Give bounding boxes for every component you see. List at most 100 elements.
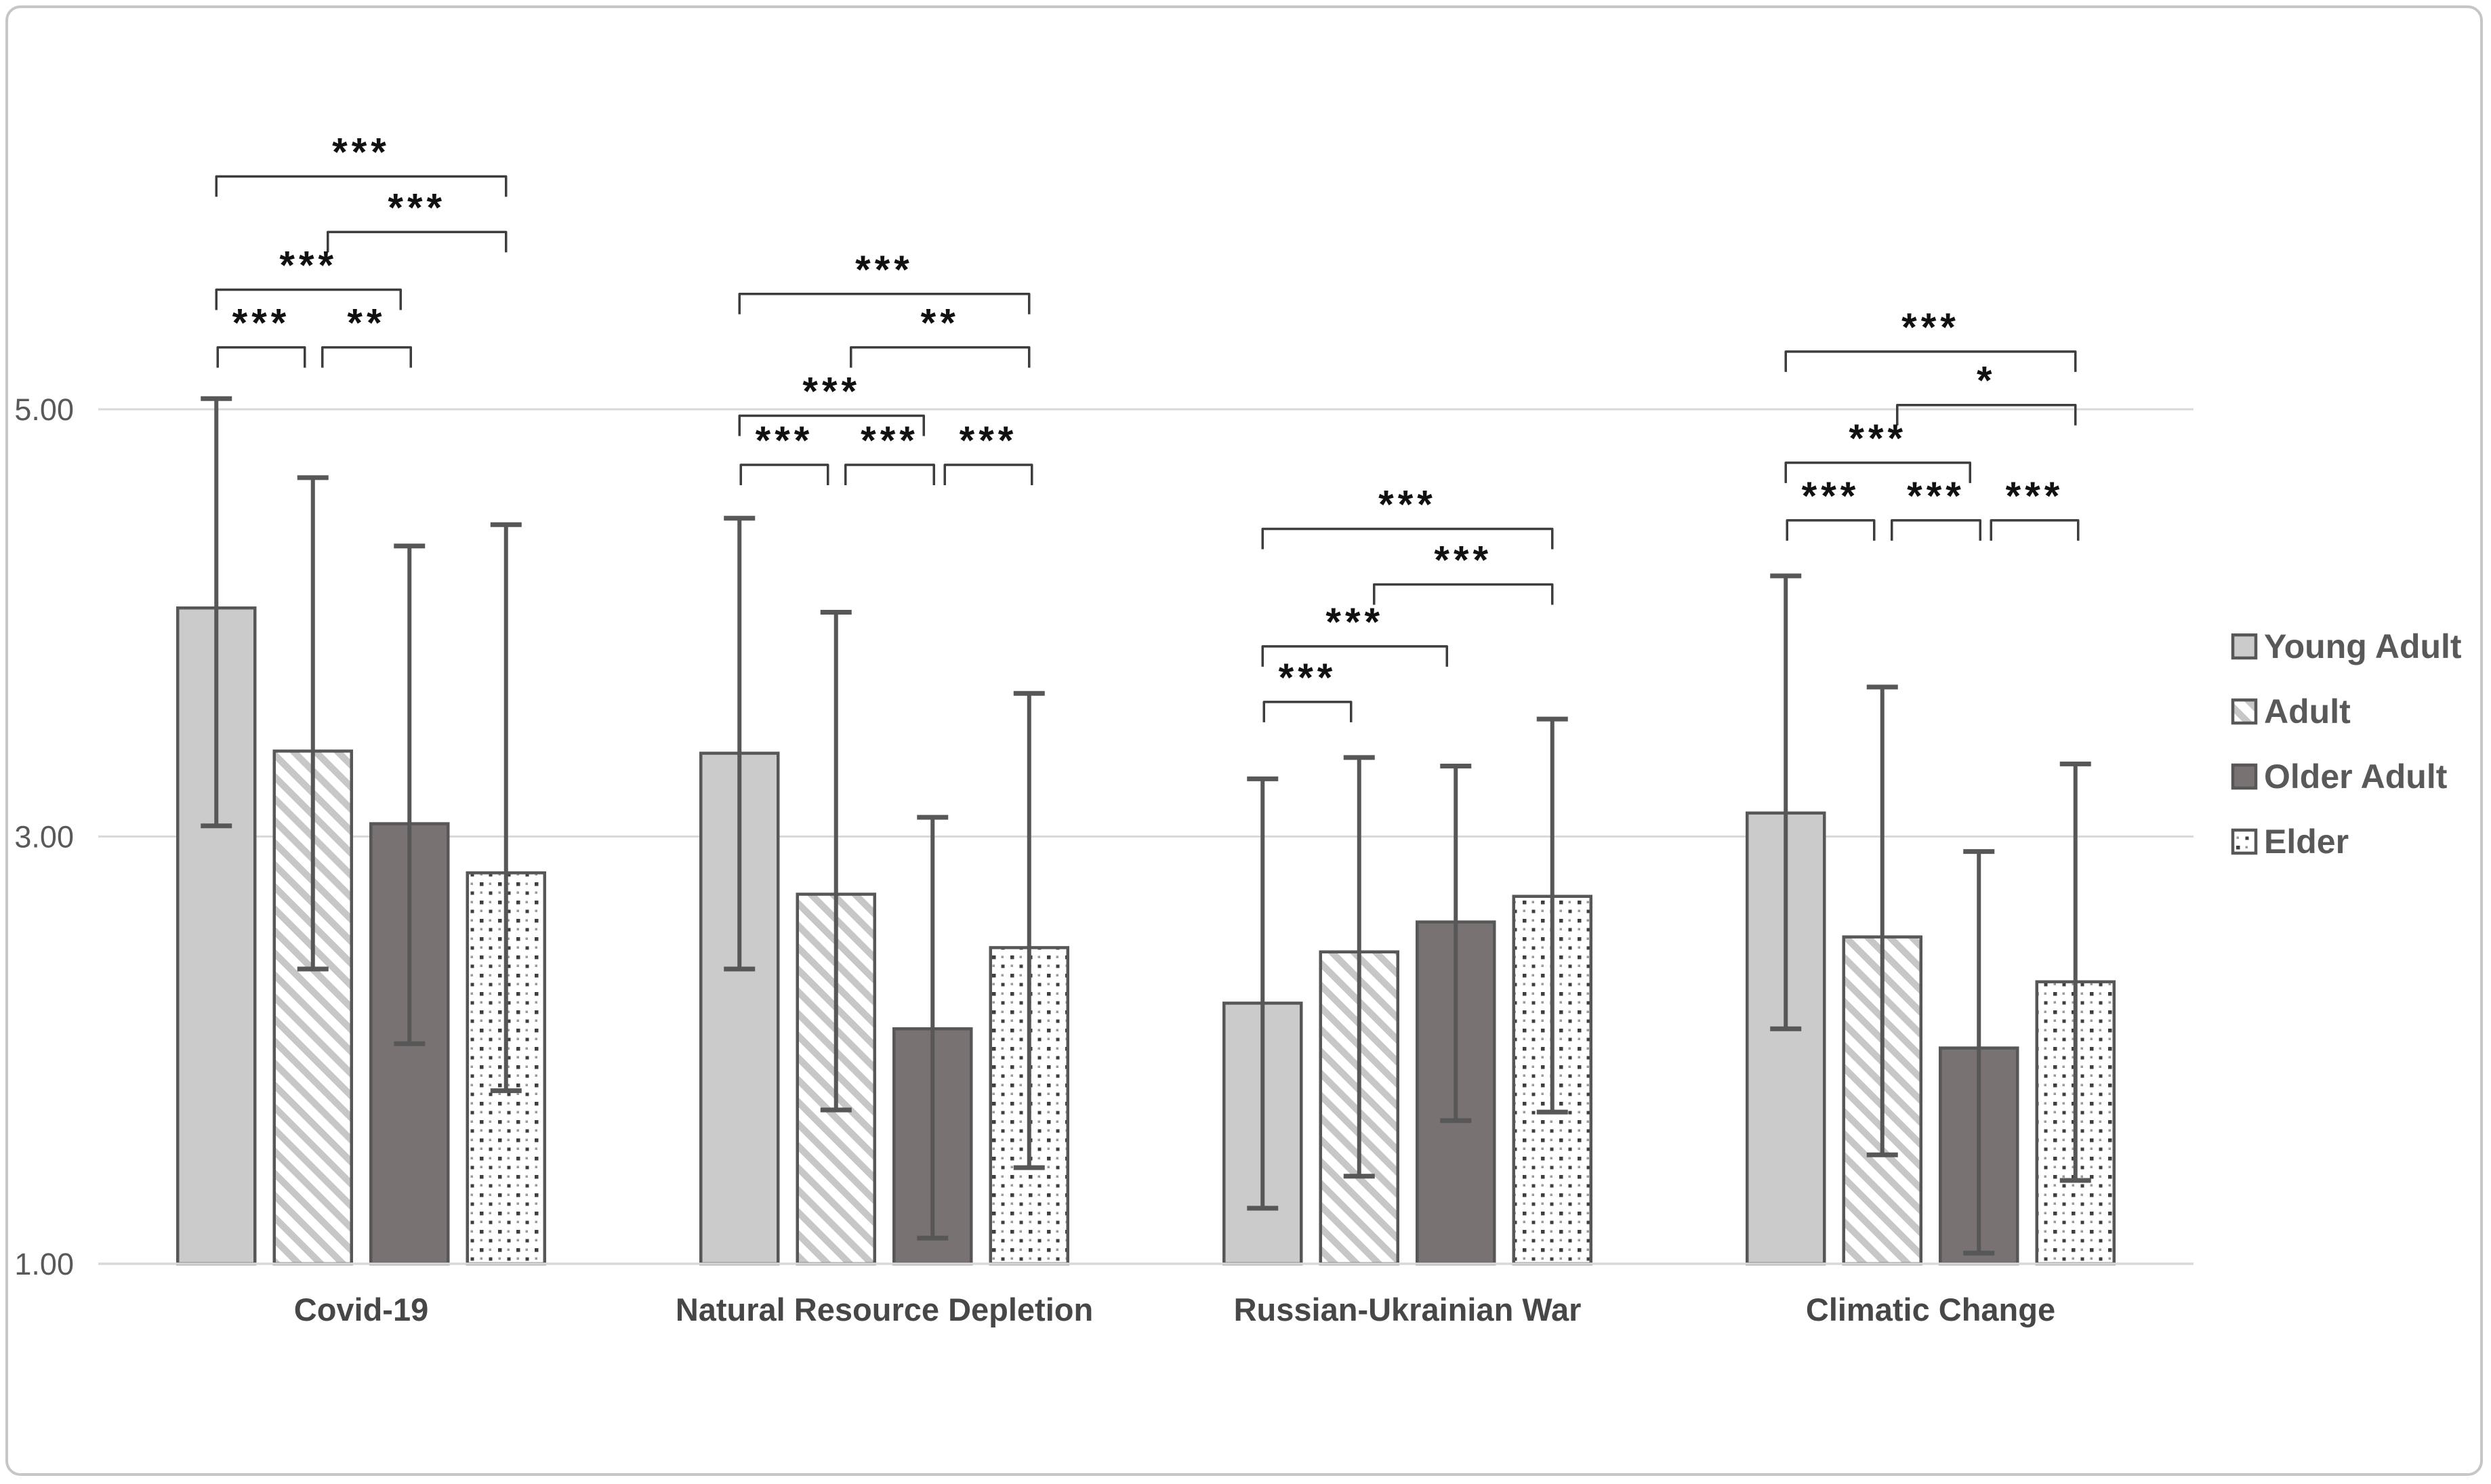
significance-label: ***	[1802, 474, 1860, 518]
error-bar-climatic-change-adult	[1866, 684, 1898, 1157]
error-bar-russian-ukrainian-war-older-adult	[1440, 763, 1472, 1124]
x-axis-category-labels: Covid-19 Natural Resource Depletion Russia…	[294, 1292, 2055, 1327]
significance-label: ***	[1849, 417, 1907, 461]
bracket-line	[844, 463, 935, 485]
significance-bracket-covid-19-young-adult-vs-elder: ***	[215, 130, 508, 197]
error-bar-covid-19-older-adult	[394, 543, 426, 1046]
significance-label: ***	[960, 419, 1018, 463]
bracket-line	[1784, 461, 1971, 483]
error-bar-climatic-change-elder	[2059, 761, 2091, 1183]
error-bar-climatic-change-young-adult	[1770, 573, 1802, 1031]
significance-label: **	[347, 302, 386, 346]
bracket-line	[738, 414, 925, 436]
legend-item-label: Adult	[2264, 693, 2351, 730]
bracket-line	[1261, 527, 1554, 550]
bracket-line	[321, 346, 412, 368]
significance-label: ***	[802, 369, 861, 413]
significance-bracket-climatic-change-adult-vs-elder: *	[1896, 359, 2077, 426]
y-axis-tick-label: 1.00	[14, 1247, 74, 1281]
significance-label: ***	[1325, 600, 1384, 644]
bracket-line	[1261, 645, 1448, 667]
error-bar-covid-19-young-adult	[201, 396, 232, 829]
legend-item-young-adult: Young Adult	[2231, 627, 2462, 665]
significance-label: **	[921, 302, 960, 346]
significance-bracket-natural-resource-depletion-adult-vs-older-adult: ***	[844, 419, 935, 485]
legend-swatch-icon	[2231, 633, 2258, 660]
bars	[176, 606, 2116, 1266]
error-bar-russian-ukrainian-war-adult	[1343, 755, 1375, 1179]
significance-label: ***	[1279, 656, 1337, 700]
legend-item-older-adult: Older Adult	[2231, 758, 2448, 796]
significance-bracket-natural-resource-depletion-adult-vs-elder: **	[850, 302, 1031, 368]
significance-label: ***	[232, 302, 291, 346]
error-bar-natural-resource-depletion-adult	[820, 609, 852, 1113]
significance-bracket-russian-ukrainian-war-young-adult-vs-older-adult: ***	[1261, 600, 1448, 667]
significance-label: ***	[2006, 474, 2064, 518]
significance-bracket-climatic-change-young-adult-vs-adult: ***	[1786, 474, 1876, 541]
significance-label: ***	[279, 243, 337, 287]
significance-bracket-covid-19-young-adult-vs-adult: ***	[216, 302, 306, 368]
bracket-line	[1786, 519, 1876, 541]
significance-bracket-natural-resource-depletion-older-adult-vs-elder: ***	[943, 419, 1033, 485]
significance-bracket-covid-19-young-adult-vs-older-adult: ***	[215, 243, 402, 310]
significance-label: ***	[756, 419, 814, 463]
x-axis-category-label: Russian-Ukrainian War	[1234, 1292, 1582, 1327]
gridlines	[98, 408, 2194, 838]
significance-bracket-natural-resource-depletion-young-adult-vs-elder: ***	[738, 248, 1031, 314]
bracket-line	[215, 288, 402, 310]
legend-item-label: Older Adult	[2264, 758, 2448, 796]
grouped-bar-chart: 5.00 3.00 1.00 Covid-19 Natural Resource Dep…	[14, 130, 2462, 1327]
bracket-line	[850, 346, 1031, 368]
bracket-line	[1990, 519, 2080, 541]
error-bar-russian-ukrainian-war-elder	[1536, 716, 1568, 1115]
bracket-line	[1262, 701, 1353, 722]
significance-bracket-climatic-change-older-adult-vs-elder: ***	[1990, 474, 2080, 541]
significance-label: *	[1977, 359, 1996, 403]
bracket-line	[1373, 583, 1554, 605]
significance-bracket-climatic-change-young-adult-vs-elder: ***	[1784, 306, 2077, 372]
significance-bracket-natural-resource-depletion-young-adult-vs-older-adult: ***	[738, 369, 925, 436]
y-axis-tick-label: 3.00	[14, 820, 74, 854]
legend-item-label: Elder	[2264, 823, 2349, 861]
significance-bracket-covid-19-adult-vs-older-adult: **	[321, 302, 412, 368]
significance-label: ***	[1434, 539, 1492, 583]
bracket-line	[215, 175, 508, 197]
significance-label: ***	[1901, 306, 1960, 350]
legend-swatch-icon	[2231, 828, 2258, 855]
legend-item-adult: Adult	[2231, 693, 2351, 730]
bracket-line	[1896, 403, 2077, 426]
significance-bracket-russian-ukrainian-war-adult-vs-elder: ***	[1373, 539, 1554, 605]
significance-brackets: ************ ************* *** ************…	[215, 130, 2080, 722]
error-bar-covid-19-elder	[490, 522, 522, 1094]
significance-label: ***	[1907, 474, 1965, 518]
error-bar-russian-ukrainian-war-young-adult	[1247, 776, 1279, 1211]
significance-bracket-climatic-change-adult-vs-older-adult: ***	[1891, 474, 1981, 541]
y-axis-tick-label: 5.00	[14, 392, 74, 427]
legend-swatch-icon	[2231, 698, 2258, 725]
bracket-line	[943, 463, 1033, 485]
error-bar-natural-resource-depletion-elder	[1013, 691, 1045, 1170]
significance-bracket-climatic-change-young-adult-vs-older-adult: ***	[1784, 417, 1971, 483]
bracket-line	[327, 230, 508, 253]
significance-label: ***	[861, 419, 919, 463]
significance-bracket-russian-ukrainian-war-young-adult-vs-adult: ***	[1262, 656, 1353, 722]
bracket-line	[738, 293, 1031, 314]
error-bar-covid-19-adult	[297, 475, 329, 972]
y-axis-tick-labels: 5.00 3.00 1.00	[14, 392, 74, 1281]
bracket-line	[216, 346, 306, 368]
x-axis-category-label: Climatic Change	[1806, 1292, 2055, 1327]
error-bars	[201, 396, 2091, 1256]
legend-item-elder: Elder	[2231, 823, 2349, 861]
error-bar-natural-resource-depletion-young-adult	[724, 516, 756, 972]
significance-label: ***	[1378, 483, 1437, 527]
bracket-line	[1784, 350, 2077, 372]
bracket-line	[739, 463, 829, 485]
bracket-line	[1891, 519, 1981, 541]
significance-bracket-russian-ukrainian-war-young-adult-vs-elder: ***	[1261, 483, 1554, 550]
figure-frame: 5.00 3.00 1.00 Covid-19 Natural Resource Dep…	[5, 5, 2483, 1476]
error-bar-natural-resource-depletion-older-adult	[917, 815, 949, 1241]
significance-label: ***	[855, 248, 913, 292]
x-axis-category-label: Natural Resource Depletion	[676, 1292, 1093, 1327]
significance-label: ***	[388, 186, 446, 230]
significance-bracket-natural-resource-depletion-young-adult-vs-adult: ***	[739, 419, 829, 485]
